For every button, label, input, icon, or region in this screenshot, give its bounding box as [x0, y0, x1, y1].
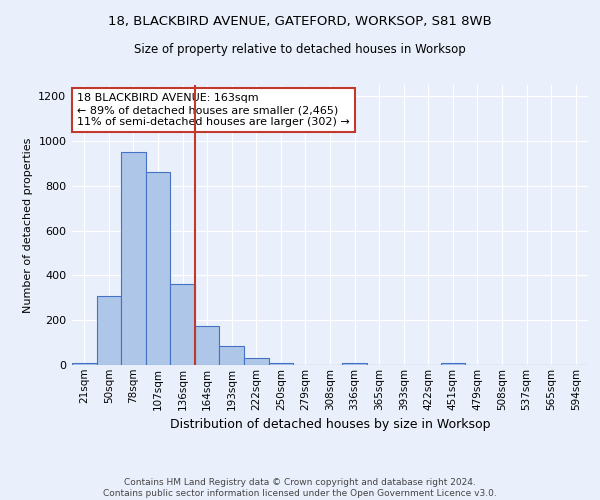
Text: 18, BLACKBIRD AVENUE, GATEFORD, WORKSOP, S81 8WB: 18, BLACKBIRD AVENUE, GATEFORD, WORKSOP,… [108, 15, 492, 28]
Bar [170, 284, 195, 365]
Bar [342, 363, 367, 365]
Text: Size of property relative to detached houses in Worksop: Size of property relative to detached ho… [134, 42, 466, 56]
Bar [440, 363, 465, 365]
Bar [97, 296, 121, 365]
Bar [220, 346, 244, 365]
Y-axis label: Number of detached properties: Number of detached properties [23, 138, 33, 312]
Text: 18 BLACKBIRD AVENUE: 163sqm
← 89% of detached houses are smaller (2,465)
11% of : 18 BLACKBIRD AVENUE: 163sqm ← 89% of det… [77, 94, 350, 126]
Bar [244, 358, 269, 365]
Bar [269, 363, 293, 365]
X-axis label: Distribution of detached houses by size in Worksop: Distribution of detached houses by size … [170, 418, 490, 431]
Bar [121, 152, 146, 365]
Bar [72, 363, 97, 365]
Bar [146, 172, 170, 365]
Text: Contains HM Land Registry data © Crown copyright and database right 2024.
Contai: Contains HM Land Registry data © Crown c… [103, 478, 497, 498]
Bar [195, 326, 220, 365]
